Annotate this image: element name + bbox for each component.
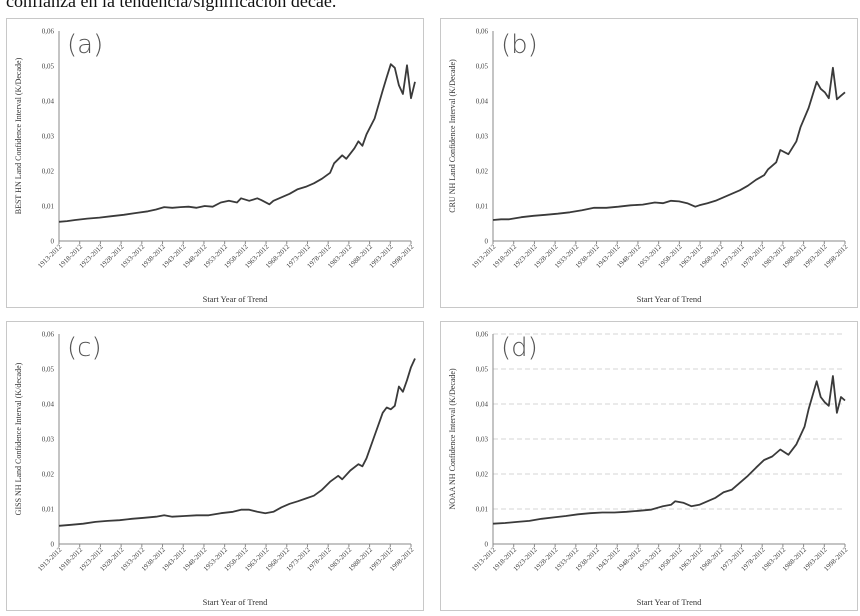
y-tick-label: 0,04 — [42, 401, 55, 409]
header-text: confianza en la tendencia/significación … — [6, 0, 337, 11]
chart-panel-c: 0 0,01 0,02 0,03 0,04 0,05 0,06 1913-2012 1918-2… — [6, 321, 424, 611]
y-tick-label: 0,05 — [476, 366, 489, 374]
y-tick-label: 0,06 — [42, 28, 55, 36]
series-line — [492, 66, 846, 221]
y-tick-label: 0,04 — [42, 98, 55, 106]
y-tick-label: 0,01 — [476, 506, 489, 514]
y-tick-label: 0,06 — [476, 331, 489, 339]
series-line — [58, 63, 416, 223]
panel-label: (c) — [67, 333, 102, 363]
y-tick-label: 0 — [51, 541, 55, 549]
y-tick-label: 0,05 — [476, 63, 489, 71]
panel-label: (a) — [67, 30, 103, 60]
panel-label: (d) — [501, 333, 538, 363]
y-tick-label: 0,05 — [42, 366, 55, 374]
y-tick-label: 0,03 — [42, 436, 55, 444]
chart-svg-b: 00,010,020,030,040,050,061913-20121918-2… — [448, 28, 850, 305]
y-tick-label: 0,06 — [42, 331, 55, 339]
y-tick-label: 0,01 — [476, 203, 489, 211]
y-tick-label: 0,03 — [476, 133, 489, 141]
y-tick-label: 0,02 — [476, 471, 489, 479]
y-axis-label: BEST HN Land Confidence Interval (K/Deca… — [14, 57, 23, 214]
y-tick-label: 0,04 — [476, 401, 489, 409]
chart-svg-a: 00,010,020,030,040,050,061913-20121918-2… — [14, 28, 416, 304]
chart-panel-a: 0 0,01 0,02 0,03 0,04 0,05 0,06 1913-2012 1918-2… — [6, 18, 424, 308]
y-tick-label: 0 — [51, 238, 55, 246]
chart-panel-d: 0 0,01 0,02 0,03 0,04 0,05 0,06 1913-2012 1918-2… — [440, 321, 858, 611]
y-tick-label: 0,03 — [476, 436, 489, 444]
y-tick-label: 0,03 — [42, 133, 55, 141]
series-line — [492, 375, 846, 525]
y-tick-label: 0 — [485, 541, 489, 549]
x-axis-label: Start Year of Trend — [203, 294, 268, 304]
x-axis-label: Start Year of Trend — [637, 597, 702, 607]
series-line — [58, 358, 416, 527]
chart-panel-b: 0 0,01 0,02 0,03 0,04 0,05 0,06 1913-2012 1918-2… — [440, 18, 858, 308]
x-axis-label: Start Year of Trend — [637, 294, 702, 304]
x-axis-label: Start Year of Trend — [203, 597, 268, 607]
y-tick-label: 0,05 — [42, 63, 55, 71]
y-tick-label: 0,02 — [42, 168, 55, 176]
chart-svg-c: 00,010,020,030,040,050,061913-20121918-2… — [14, 331, 416, 607]
y-tick-label: 0,04 — [476, 98, 489, 106]
y-axis-label: NOAA NH Confidence Interval (K/Decade) — [448, 368, 457, 510]
y-tick-label: 0,02 — [42, 471, 55, 479]
y-tick-label: 0 — [485, 238, 489, 246]
y-axis-label: GISS NH Land Confidence Interval (K/deca… — [14, 362, 23, 515]
panel-label: (b) — [501, 30, 538, 60]
y-tick-label: 0,06 — [476, 28, 489, 36]
y-tick-label: 0,01 — [42, 203, 55, 211]
y-axis-label: CRU NH Land Confidence Interval (K/Decad… — [448, 59, 457, 213]
y-tick-label: 0,02 — [476, 168, 489, 176]
y-tick-label: 0,01 — [42, 506, 55, 514]
chart-svg-d: 00,010,020,030,040,050,061913-20121918-2… — [448, 331, 850, 608]
